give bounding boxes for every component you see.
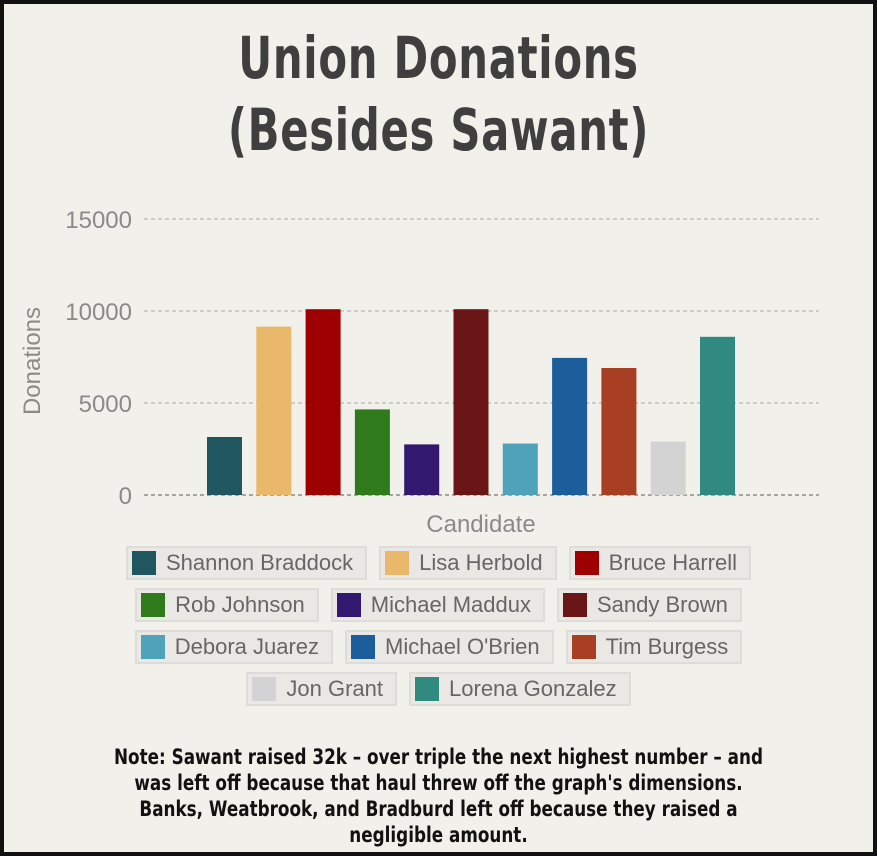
legend-item[interactable]: Michael O'Brien <box>345 630 554 664</box>
bar-bruce-harrell <box>305 309 341 495</box>
bar-chart: 0 5000 10000 15000 Donations Candidate <box>19 207 819 538</box>
legend-item[interactable]: Lorena Gonzalez <box>409 672 631 706</box>
legend-row: Rob Johnson Michael Maddux Sandy Brown <box>4 588 873 622</box>
legend-item[interactable]: Shannon Braddock <box>125 546 368 580</box>
y-tick-label: 15000 <box>65 207 132 234</box>
legend-label: Bruce Harrell <box>608 550 738 575</box>
legend-swatch <box>571 635 596 659</box>
legend-label: Sandy Brown <box>596 592 728 617</box>
bar-rob-johnson <box>354 409 390 495</box>
legend-item[interactable]: Lisa Herbold <box>379 546 557 580</box>
legend-row: Debora Juarez Michael O'Brien Tim Burgess <box>4 630 873 664</box>
bar-jon-grant <box>650 441 686 495</box>
footnote: Note: Sawant raised 32k – over triple th… <box>113 745 763 847</box>
chart-title-line2: (Besides Sawant) <box>227 96 650 164</box>
y-tick-label: 5000 <box>79 391 132 418</box>
legend-swatch <box>141 593 166 617</box>
legend-label: Michael Maddux <box>370 592 531 617</box>
chart-title-line1: Union Donations <box>238 24 639 92</box>
x-axis-label: Candidate <box>426 511 535 538</box>
bar-sandy-brown <box>453 309 489 495</box>
legend-swatch <box>252 677 277 701</box>
legend-swatch <box>574 551 599 575</box>
y-tick-label: 10000 <box>65 299 132 326</box>
legend-item[interactable]: Michael Maddux <box>330 588 545 622</box>
bars <box>207 309 735 495</box>
legend-item[interactable]: Debora Juarez <box>134 630 334 664</box>
legend-swatch <box>140 635 165 659</box>
legend-label: Shannon Braddock <box>165 550 354 575</box>
legend-row: Shannon Braddock Lisa Herbold Bruce Harrel… <box>4 546 873 580</box>
legend: Shannon Braddock Lisa Herbold Bruce Harrel… <box>4 546 873 714</box>
legend-swatch <box>131 551 156 575</box>
legend-row: Jon Grant Lorena Gonzalez <box>4 672 873 706</box>
legend-label: Lisa Herbold <box>419 550 543 575</box>
y-tick-label: 0 <box>119 483 132 510</box>
chart-title: Union Donations (Besides Sawant) <box>126 22 752 166</box>
bar-debora-juarez <box>502 443 538 495</box>
legend-swatch <box>562 593 587 617</box>
legend-item[interactable]: Jon Grant <box>246 672 398 706</box>
legend-label: Rob Johnson <box>175 592 305 617</box>
legend-label: Michael O'Brien <box>385 634 540 659</box>
legend-swatch <box>385 551 410 575</box>
bar-tim-burgess <box>601 368 637 495</box>
y-axis-label: Donations <box>19 307 46 415</box>
y-tick-labels: 0 5000 10000 15000 <box>65 207 132 510</box>
legend-item[interactable]: Sandy Brown <box>556 588 742 622</box>
legend-label: Tim Burgess <box>605 634 729 659</box>
legend-swatch <box>336 593 361 617</box>
bar-lisa-herbold <box>256 326 292 495</box>
bar-lorena-gonzalez <box>700 336 735 495</box>
legend-item[interactable]: Tim Burgess <box>565 630 743 664</box>
legend-label: Jon Grant <box>286 676 384 701</box>
legend-swatch <box>415 677 440 701</box>
legend-label: Lorena Gonzalez <box>449 676 617 701</box>
bar-michael-o-brien <box>552 357 588 495</box>
bar-shannon-braddock <box>207 437 242 495</box>
legend-label: Debora Juarez <box>174 634 320 659</box>
legend-item[interactable]: Bruce Harrell <box>568 546 752 580</box>
legend-swatch <box>351 635 376 659</box>
legend-item[interactable]: Rob Johnson <box>135 588 319 622</box>
bar-michael-maddux <box>404 444 440 495</box>
